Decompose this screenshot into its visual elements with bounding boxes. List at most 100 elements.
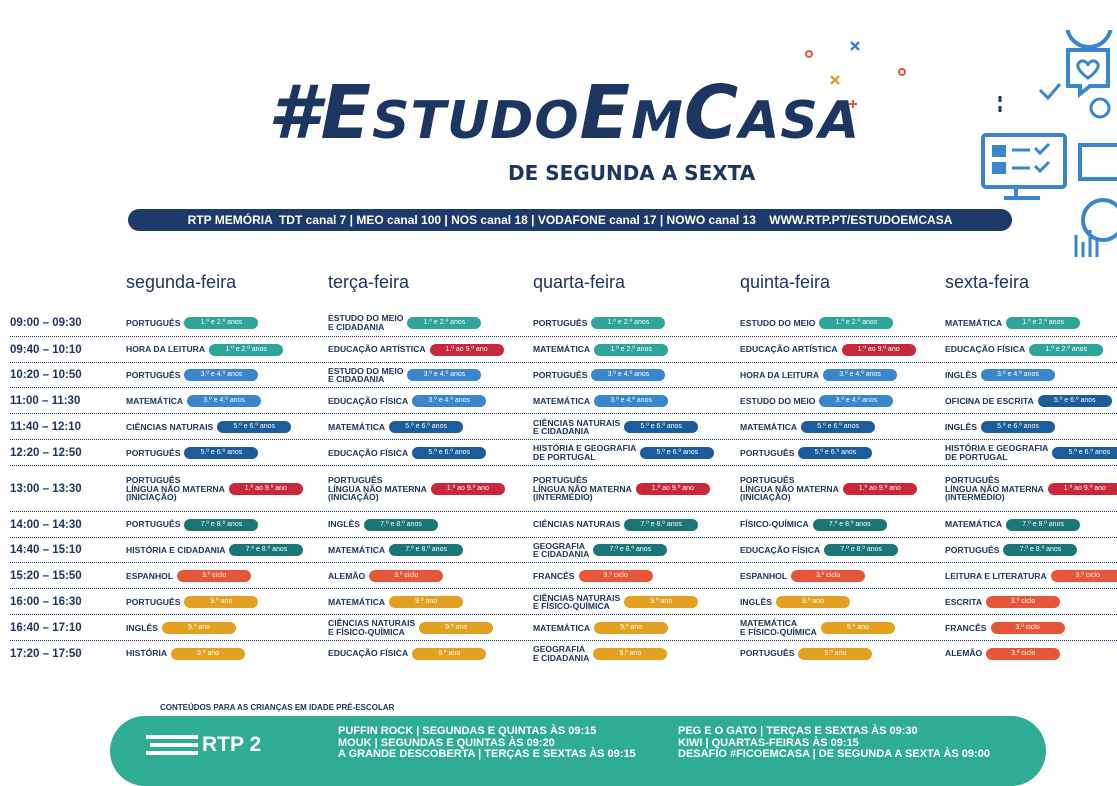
subject: PORTUGUÊS (945, 546, 999, 555)
schedule-row: 11:00 – 11:30 MATEMÁTICA 3.º e 4.º anos EDU… (10, 387, 1117, 414)
rtp-logo-stripes (146, 735, 198, 755)
subject-line: HISTÓRIA E GEOGRAFIA (945, 443, 1049, 454)
grade-badge: 3.º ciclo (990, 621, 1065, 634)
subject-line: PORTUGUÊS (740, 475, 795, 486)
subject-line: MATEMÁTICA (328, 545, 386, 556)
subject-line: PORTUGUÊS (328, 475, 383, 486)
grade-badge: 3.º e 4.º anos (823, 369, 898, 382)
subject: FRANCÊS (945, 624, 987, 633)
day-header: sexta-feira (945, 272, 1030, 292)
class-cell: INGLÊS 7.º e 8.º anos (328, 512, 438, 538)
class-cell: EDUCAÇÃO ARTÍSTICA 1.º ao 9.º ano (328, 337, 504, 363)
subject-line: ESTUDO DO MEIO (328, 365, 404, 376)
footer-label: CONTEÚDOS PARA AS CRIANÇAS EM IDADE PRÉ-… (160, 703, 395, 712)
class-cell: MATEMÁTICA 9.º ano (328, 589, 464, 615)
subject: ESTUDO DO MEIO E CIDADANIA (328, 314, 403, 331)
subject: ESTUDO DO MEIO (740, 319, 815, 328)
subject: PORTUGUÊS (126, 449, 180, 458)
subject: MATEMÁTICA (740, 423, 797, 432)
class-cell: PORTUGUÊS 3.º e 4.º anos (533, 363, 666, 389)
grade-badge: 5.º e 6.º anos (412, 446, 487, 459)
subject-line: HISTÓRIA E CIDADANIA (126, 545, 226, 556)
subject-line: E FÍSICO-QUÍMICA (740, 626, 817, 637)
subject: GEOGRAFIA E CIDADANIA (533, 542, 589, 559)
subject-line: PORTUGUÊS (740, 447, 795, 458)
grade-badge: 9.º ano (412, 647, 487, 660)
class-cell: PORTUGUÊS 9.º ano (126, 589, 259, 615)
grade-badge: 3.º ciclo (578, 570, 653, 583)
schedule-row: 17:20 – 17:50 HISTÓRIA 9.º ano EDUCAÇÃO FÍS… (10, 639, 1117, 667)
subject: ESPANHOL (126, 572, 173, 581)
subject: CIÊNCIAS NATURAIS (126, 423, 213, 432)
subject-line: EDUCAÇÃO FÍSICA (945, 344, 1026, 355)
class-cell: FRANCÊS 3.º ciclo (533, 563, 653, 589)
grade-badge: 5.º e 6.º anos (981, 421, 1055, 434)
subject-line: OFICINA DE ESCRITA (945, 396, 1034, 407)
grade-badge: 1.º ao 9.º ano (1047, 482, 1117, 495)
subject: EDUCAÇÃO FÍSICA (328, 397, 408, 406)
class-cell: ALEMÃO 3.º ciclo (945, 641, 1061, 667)
subject-line: MATEMÁTICA (126, 396, 184, 407)
subject-line: (INICIAÇÃO) (126, 492, 177, 503)
grade-badge: 9.º ano (798, 647, 873, 660)
schedule-row: 16:40 – 17:10 INGLÊS 9.º ano CIÊNCIAS NATUR… (10, 614, 1117, 641)
subject: PORTUGUÊS (126, 319, 180, 328)
grade-badge: 7.º e 8.º anos (364, 518, 438, 531)
class-cell: PORTUGUÊS LÍNGUA NÃO MATERNA (INICIAÇÃO) 1.… (328, 466, 505, 512)
subject: OFICINA DE ESCRITA (945, 397, 1034, 406)
grade-badge: 9.º ano (820, 621, 895, 634)
time-slot: 15:20 – 15:50 (10, 570, 82, 583)
schedule-row: 14:00 – 14:30 PORTUGUÊS 7.º e 8.º anos INGL… (10, 510, 1117, 538)
program-line: DESAFIO #FICOEMCASA | DE SEGUNDA A SEXTA… (678, 748, 990, 760)
subject-line: DE PORTUGAL (533, 451, 596, 462)
grade-badge: 1.º e 2.º anos (209, 343, 284, 356)
subject: MATEMÁTICA (533, 345, 590, 354)
subject: EDUCAÇÃO FÍSICA (328, 649, 408, 658)
grade-badge: 1.º ao 9.º ano (841, 343, 916, 356)
subject: HORA DA LEITURA (126, 345, 205, 354)
subject-line: ESTUDO DO MEIO (328, 313, 404, 324)
subject-line: (INTERMÉDIO) (945, 492, 1005, 503)
subject-line: INGLÊS (945, 421, 977, 432)
time-slot: 10:20 – 10:50 (10, 369, 82, 382)
grade-badge: 5.º e 6.º anos (640, 446, 715, 459)
grade-badge: 3.º e 4.º anos (187, 395, 262, 408)
subtitle: DE SEGUNDA A SEXTA (508, 161, 756, 185)
class-cell: HORA DA LEITURA 1.º e 2.º anos (126, 337, 284, 363)
subject: HISTÓRIA E GEOGRAFIA DE PORTUGAL (945, 444, 1048, 461)
class-cell: PORTUGUÊS 9.º ano (740, 641, 873, 667)
subject-line: INGLÊS (945, 370, 977, 381)
subject: PORTUGUÊS LÍNGUA NÃO MATERNA (INICIAÇÃO) (328, 476, 427, 502)
subject: MATEMÁTICA (328, 546, 385, 555)
subject-line: E CIDADANIA (533, 549, 590, 560)
subject-line: MATEMÁTICA (945, 317, 1003, 328)
day-header: terça-feira (328, 272, 410, 292)
class-cell: EDUCAÇÃO FÍSICA 9.º ano (328, 641, 487, 667)
subject-line: ALEMÃO (328, 571, 366, 582)
subject-line: HORA DA LEITURA (740, 370, 820, 381)
class-cell: FÍSICO-QUÍMICA 7.º e 8.º anos (740, 512, 887, 538)
class-cell: EDUCAÇÃO ARTÍSTICA 1.º ao 9.º ano (740, 337, 916, 363)
subject-line: EDUCAÇÃO FÍSICA (328, 447, 409, 458)
subject: PORTUGUÊS (126, 520, 180, 529)
subject: MATEMÁTICA (945, 319, 1002, 328)
grade-badge: 1.º e 2.º anos (407, 316, 482, 329)
subject: EDUCAÇÃO ARTÍSTICA (740, 345, 838, 354)
subject-line: PORTUGUÊS (126, 475, 181, 486)
subject-line: DE PORTUGAL (945, 451, 1008, 462)
subject: PORTUGUÊS LÍNGUA NÃO MATERNA (INTERMÉDIO) (945, 476, 1044, 502)
subject: PORTUGUÊS LÍNGUA NÃO MATERNA (INTERMÉDIO) (533, 476, 632, 502)
subject-line: MATEMÁTICA (328, 596, 386, 607)
grade-badge: 1.º e 2.º anos (1006, 316, 1081, 329)
class-cell: ESPANHOL 3.º ciclo (740, 563, 866, 589)
grade-badge: 3.º e 4.º anos (412, 395, 487, 408)
class-cell: MATEMÁTICA E FÍSICO-QUÍMICA 9.º ano (740, 615, 895, 641)
schedule-row: 15:20 – 15:50 ESPANHOL 3.º ciclo ALEMÃO 3.º … (10, 562, 1117, 589)
subject: EDUCAÇÃO FÍSICA (740, 546, 820, 555)
class-cell: CIÊNCIAS NATURAIS 7.º e 8.º anos (533, 512, 699, 538)
subject-line: GEOGRAFIA (533, 644, 586, 655)
subject-line: ESPANHOL (126, 571, 174, 582)
subject: HISTÓRIA E GEOGRAFIA DE PORTUGAL (533, 444, 636, 461)
class-cell: CIÊNCIAS NATURAIS E FÍSICO-QUÍMICA 9.º ano (533, 589, 699, 615)
subject-line: CIÊNCIAS NATURAIS (126, 421, 214, 432)
